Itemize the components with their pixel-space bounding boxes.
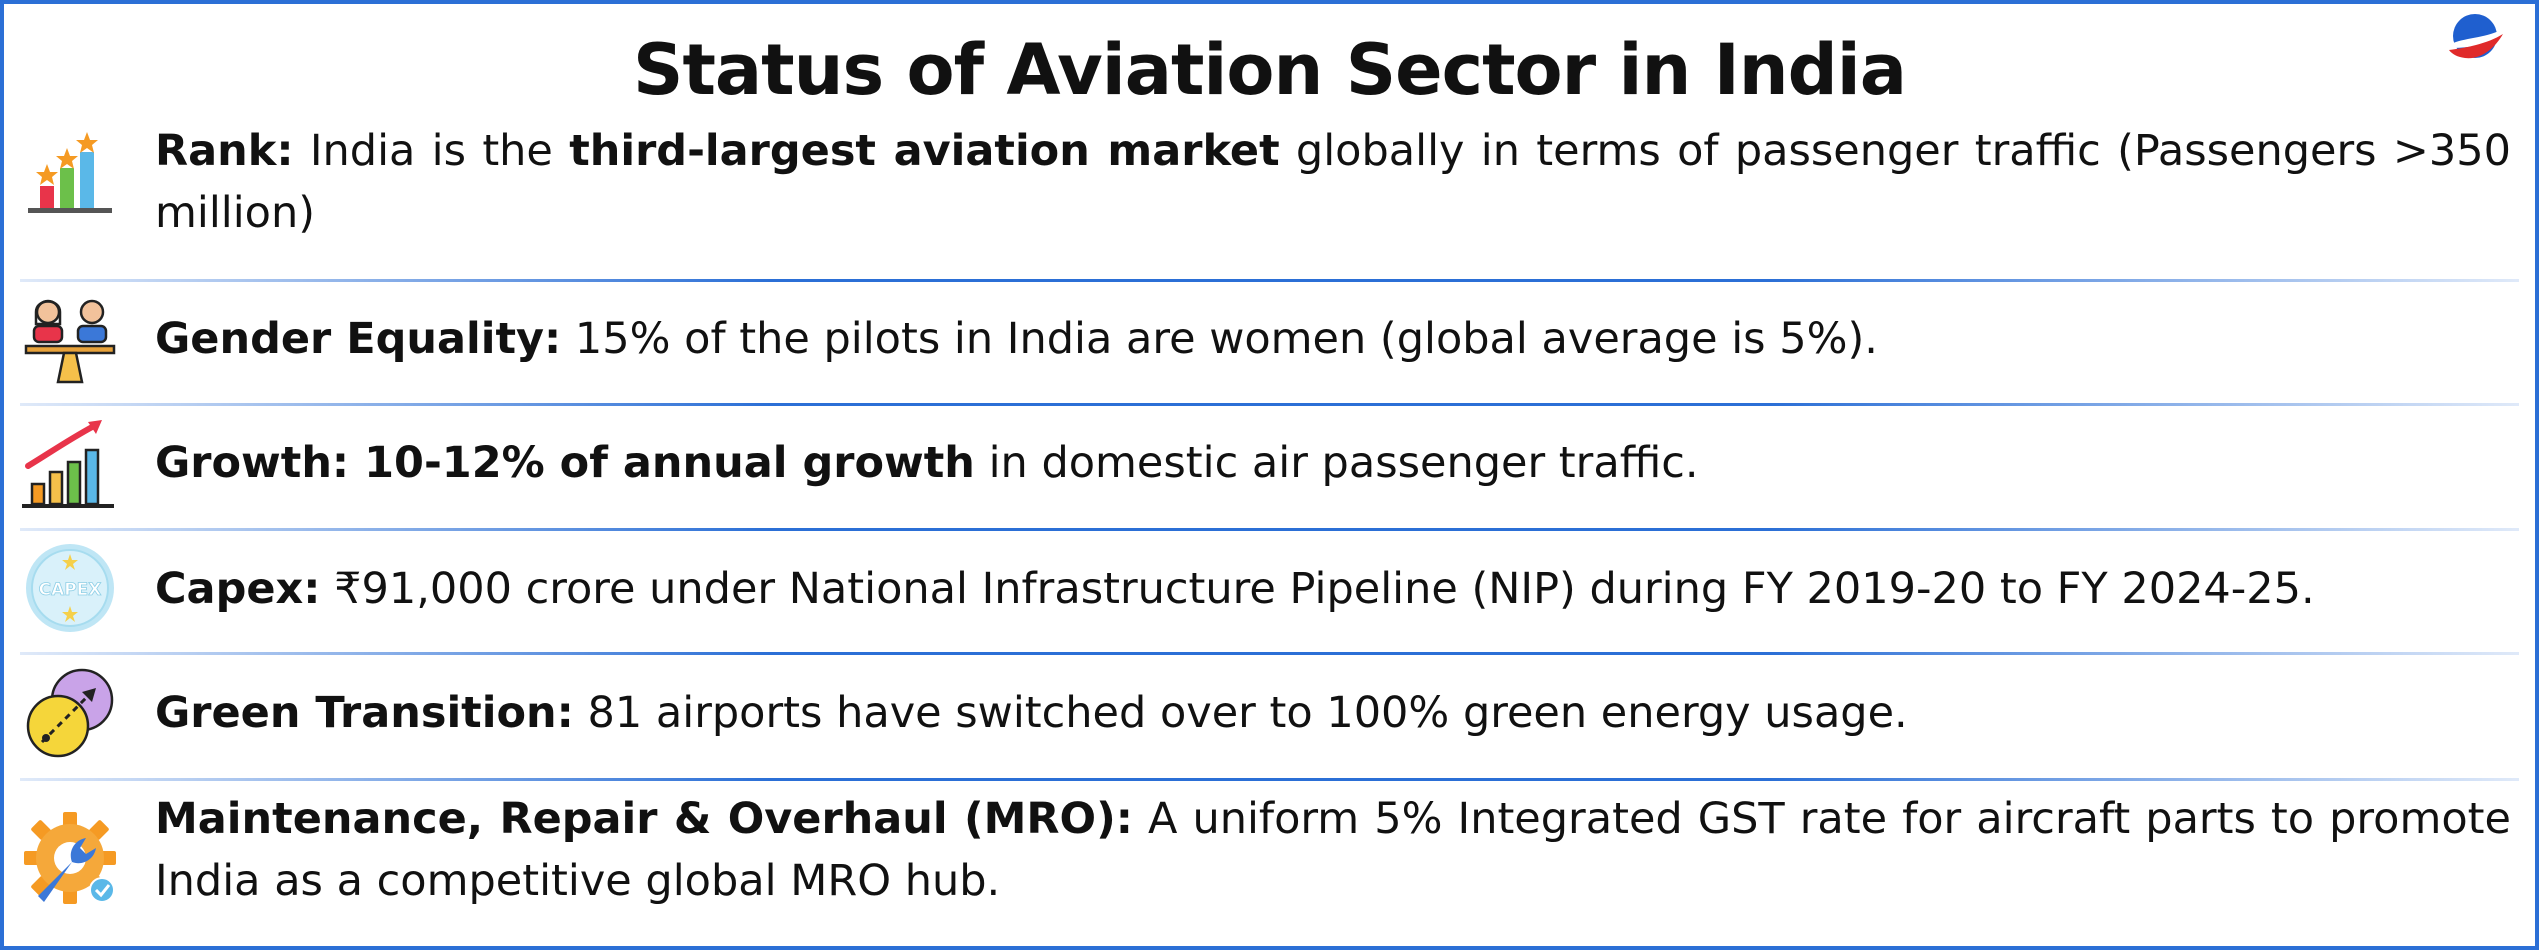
- mro-label: Maintenance, Repair & Overhaul (MRO):: [155, 794, 1133, 844]
- mro-text: Maintenance, Repair & Overhaul (MRO): A …: [155, 788, 2511, 912]
- list-item-mro: Maintenance, Repair & Overhaul (MRO): A …: [20, 788, 2519, 938]
- capex-text: Capex: ₹91,000 crore under National Infr…: [155, 558, 2511, 620]
- page-title: Status of Aviation Sector in India: [633, 29, 1907, 111]
- rank-text-part-1: India is the: [293, 126, 570, 176]
- mro-body: A uniform 5% Integrated GST rate for air…: [155, 794, 2511, 906]
- list-item-gender-equality: Gender Equality: 15% of the pilots in In…: [20, 290, 2519, 400]
- bar-chart-stars-icon: [20, 126, 120, 226]
- gender-balance-icon: [20, 290, 120, 390]
- gender-equality-body: 15% of the pilots in India are women (gl…: [561, 314, 1878, 364]
- rank-label: Rank:: [155, 126, 294, 176]
- growth-label: Growth: 10-12% of annual growth: [155, 438, 975, 488]
- capex-badge-label: CAPEX: [39, 580, 102, 600]
- green-transition-body: 81 airports have switched over to 100% g…: [573, 688, 1908, 738]
- divider: [20, 528, 2519, 531]
- growth-body: in domestic air passenger traffic.: [974, 438, 1699, 488]
- rank-highlight: third-largest aviation market: [569, 126, 1280, 176]
- capex-label: Capex:: [155, 564, 321, 614]
- list-item-growth: Growth: 10-12% of annual growth in domes…: [20, 412, 2519, 522]
- green-transition-label: Green Transition:: [155, 688, 574, 738]
- capex-body: ₹91,000 crore under National Infrastruct…: [320, 564, 2315, 614]
- divider: [20, 652, 2519, 655]
- green-transition-text: Green Transition: 81 airports have switc…: [155, 682, 2511, 744]
- list-item-green-transition: Green Transition: 81 airports have switc…: [20, 662, 2519, 772]
- divider: [20, 403, 2519, 406]
- divider: [20, 279, 2519, 282]
- rank-text-part-2: globally in terms of passenger traffic (…: [155, 126, 2511, 238]
- gender-equality-text: Gender Equality: 15% of the pilots in In…: [155, 308, 2511, 370]
- list-item-capex: CAPEX Capex: ₹91,000 crore under Nationa…: [20, 538, 2519, 648]
- green-transition-icon: [20, 664, 120, 764]
- capex-badge-icon: CAPEX: [20, 538, 120, 638]
- list-item-rank: Rank: India is the third-largest aviatio…: [20, 120, 2519, 270]
- growth-text: Growth: 10-12% of annual growth in domes…: [155, 432, 2511, 494]
- maintenance-gear-wrench-icon: [20, 808, 120, 908]
- growth-chart-icon: [18, 414, 118, 514]
- brand-logo-icon: [2445, 8, 2505, 68]
- rank-text: Rank: India is the third-largest aviatio…: [155, 120, 2511, 244]
- gender-equality-label: Gender Equality:: [155, 314, 562, 364]
- divider: [20, 778, 2519, 781]
